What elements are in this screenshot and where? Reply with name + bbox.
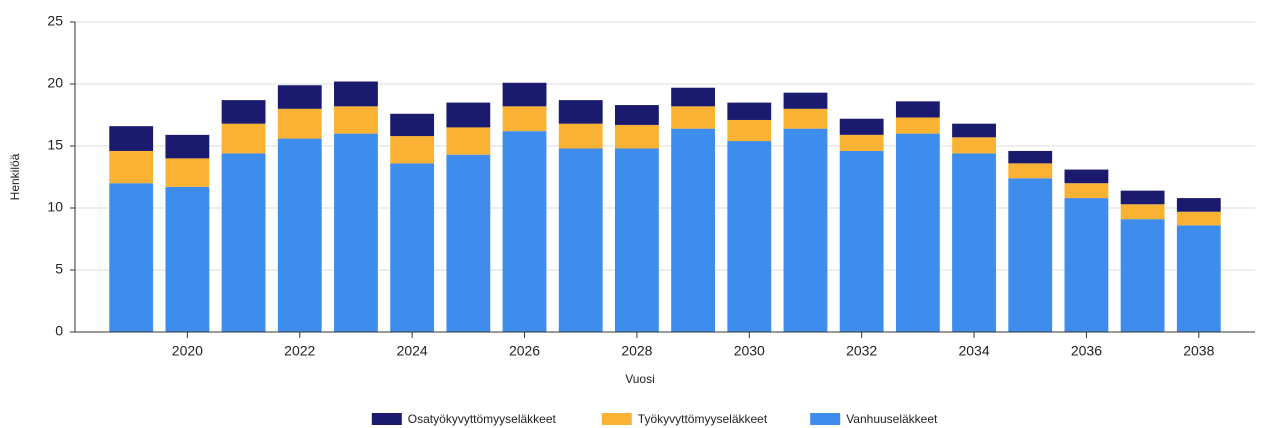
y-tick-label: 10	[47, 199, 63, 215]
legend-swatch	[810, 413, 841, 425]
bar-segment	[727, 119, 772, 142]
bar-segment	[109, 150, 154, 184]
bar-segment	[727, 102, 772, 120]
y-tick-label: 0	[55, 323, 63, 339]
bar-segment	[1008, 150, 1053, 164]
legend-label: Työkyvyttömyyseläkkeet	[638, 412, 768, 426]
bar-segment	[221, 100, 266, 124]
bar-segment	[952, 123, 996, 138]
legend-swatch	[371, 413, 402, 425]
bar-segment	[558, 100, 603, 124]
bar-segment	[390, 136, 435, 164]
bar-segment	[1176, 198, 1221, 212]
bar-segment	[502, 131, 547, 332]
bar-segment	[614, 124, 659, 149]
x-axis-label: Vuosi	[625, 372, 655, 386]
bar-segment	[1064, 183, 1109, 199]
bar-segment	[1064, 169, 1109, 184]
x-tick-label: 2036	[1071, 343, 1102, 359]
x-tick-label: 2034	[958, 343, 989, 359]
bar-segment	[390, 163, 435, 332]
bar-segment	[783, 108, 828, 129]
bar-segment	[502, 106, 547, 132]
bar-segment	[1064, 198, 1109, 332]
bar-segment	[671, 106, 716, 129]
bar-segment	[952, 153, 996, 332]
bar-segment	[446, 102, 491, 128]
bar-segment	[1176, 211, 1221, 226]
bar-segment	[221, 153, 266, 332]
x-tick-label: 2038	[1183, 343, 1214, 359]
legend-swatch	[601, 413, 632, 425]
bar-segment	[727, 141, 772, 332]
bar-segment	[109, 183, 154, 332]
bar-segment	[614, 148, 659, 332]
bar-segment	[277, 85, 322, 109]
y-tick-label: 15	[47, 137, 63, 153]
bar-segment	[952, 137, 996, 154]
bar-segment	[1120, 190, 1165, 205]
bar-segment	[165, 158, 210, 187]
x-tick-label: 2022	[284, 343, 315, 359]
bar-segment	[671, 128, 716, 332]
bar-segment	[221, 123, 266, 154]
bar-segment	[1176, 225, 1221, 332]
y-tick-label: 20	[47, 75, 63, 91]
bar-segment	[390, 113, 435, 137]
bar-segment	[334, 133, 378, 332]
bar-segment	[502, 82, 547, 107]
bar-segment	[558, 148, 603, 332]
bar-segment	[334, 81, 378, 107]
bar-segment	[783, 92, 828, 109]
bar-segment	[614, 105, 659, 125]
legend-label: Vanhuuseläkkeet	[846, 412, 938, 426]
bar-segment	[839, 134, 884, 151]
x-tick-label: 2020	[172, 343, 203, 359]
bar-segment	[839, 118, 884, 135]
x-tick-label: 2028	[621, 343, 652, 359]
bar-segment	[895, 101, 940, 118]
bar-segment	[446, 127, 491, 155]
legend-label: Osatyökyvyttömyyseläkkeet	[408, 412, 557, 426]
bar-segment	[895, 117, 940, 134]
bar-segment	[277, 108, 322, 139]
bar-segment	[109, 126, 154, 151]
x-tick-label: 2024	[397, 343, 428, 359]
bar-segment	[895, 133, 940, 332]
bar-segment	[165, 186, 210, 332]
bar-segment	[165, 134, 210, 159]
y-axis-label: Henkilöä	[8, 153, 22, 200]
y-tick-label: 5	[55, 261, 63, 277]
bar-segment	[783, 128, 828, 332]
bar-segment	[839, 150, 884, 332]
y-tick-label: 25	[47, 13, 63, 29]
bar-segment	[1120, 219, 1165, 332]
x-tick-label: 2032	[846, 343, 877, 359]
bar-segment	[277, 138, 322, 332]
bar-segment	[1008, 178, 1053, 332]
bar-segment	[446, 154, 491, 332]
x-tick-label: 2026	[509, 343, 540, 359]
bar-segment	[334, 106, 378, 134]
bar-segment	[671, 87, 716, 107]
bar-segment	[1120, 204, 1165, 220]
x-tick-label: 2030	[734, 343, 765, 359]
bar-segment	[558, 123, 603, 149]
bar-segment	[1008, 163, 1053, 179]
